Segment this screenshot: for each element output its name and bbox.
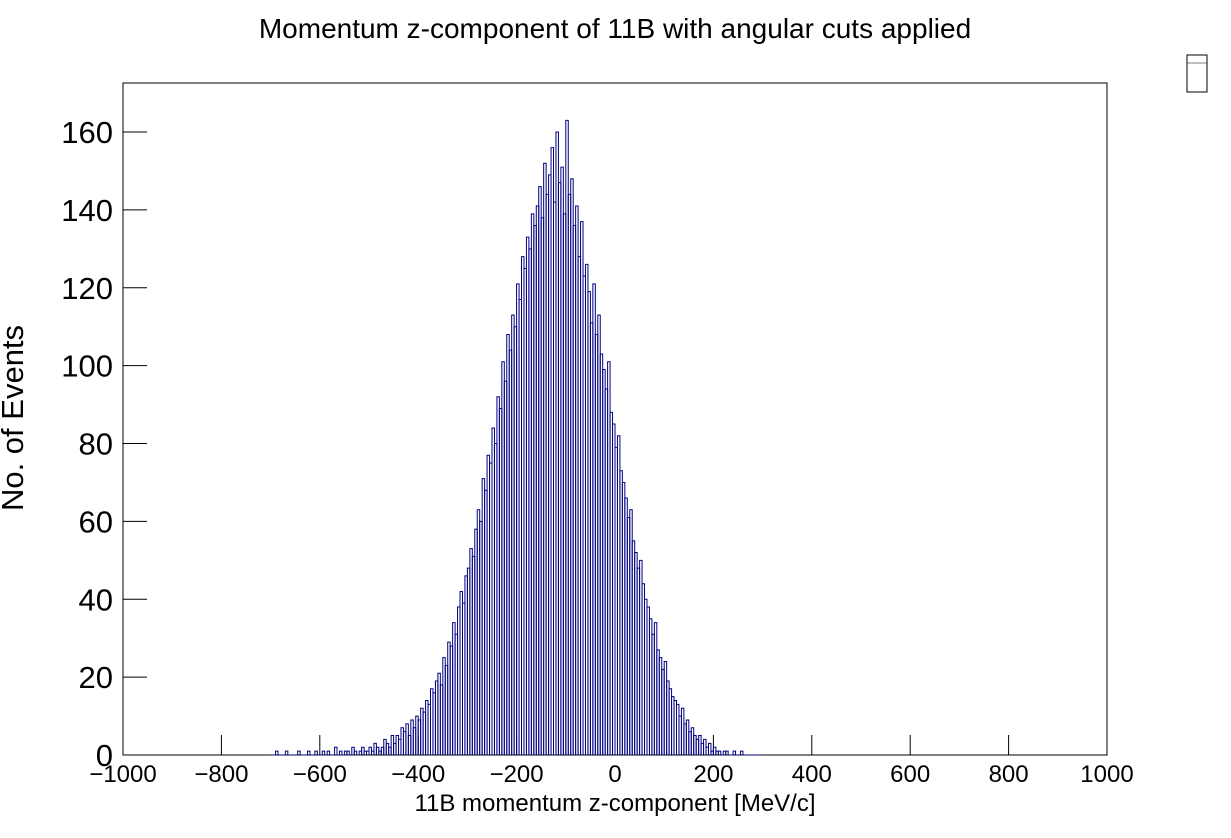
histogram-bar: [326, 750, 331, 755]
x-tick-label: −800: [194, 761, 248, 788]
histogram-bar: [338, 750, 343, 755]
histogram-bar: [314, 750, 318, 755]
histogram-bar: [353, 750, 358, 755]
y-tick-label: 40: [79, 582, 113, 617]
x-tick-label: 600: [890, 761, 930, 788]
x-axis-label: 11B momentum z-component [MeV/c]: [414, 790, 815, 817]
histogram-bar: [284, 750, 289, 755]
y-tick-label: 20: [79, 660, 113, 695]
stats-box: [1186, 54, 1208, 93]
histogram-bar: [725, 750, 729, 755]
y-tick-label: 80: [79, 427, 113, 462]
histogram-bar: [707, 742, 712, 755]
histogram-bar: [307, 750, 311, 755]
x-tick-label: 200: [693, 761, 733, 788]
y-tick-label: 0: [96, 738, 113, 773]
histogram-bar: [739, 750, 744, 755]
histogram-bar: [321, 750, 326, 755]
histogram-bar: [732, 750, 737, 755]
stats-box-frame: [1186, 54, 1208, 93]
x-tick-label: 400: [792, 761, 832, 788]
histogram-bar: [346, 750, 350, 755]
y-tick-label: 60: [79, 504, 113, 539]
y-tick-label: 100: [61, 349, 113, 384]
histogram-bar: [334, 746, 338, 755]
x-tick-label: −1000: [89, 761, 156, 788]
y-tick-label: 160: [61, 115, 113, 150]
x-tick-label: −600: [293, 761, 347, 788]
y-tick-label: 120: [61, 271, 113, 306]
chart-title: Momentum z-component of 11B with angular…: [259, 13, 971, 44]
x-tick-label: −400: [391, 761, 445, 788]
y-axis-label: No. of Events: [0, 325, 30, 511]
histogram-bar: [275, 750, 279, 755]
x-tick-label: 1000: [1080, 761, 1133, 788]
y-tick-label: 140: [61, 193, 113, 228]
x-tick-label: 800: [989, 761, 1029, 788]
histogram-bar: [297, 750, 301, 755]
x-tick-label: −200: [490, 761, 544, 788]
x-tick-label: 0: [608, 761, 621, 788]
histogram-bar: [717, 750, 722, 755]
